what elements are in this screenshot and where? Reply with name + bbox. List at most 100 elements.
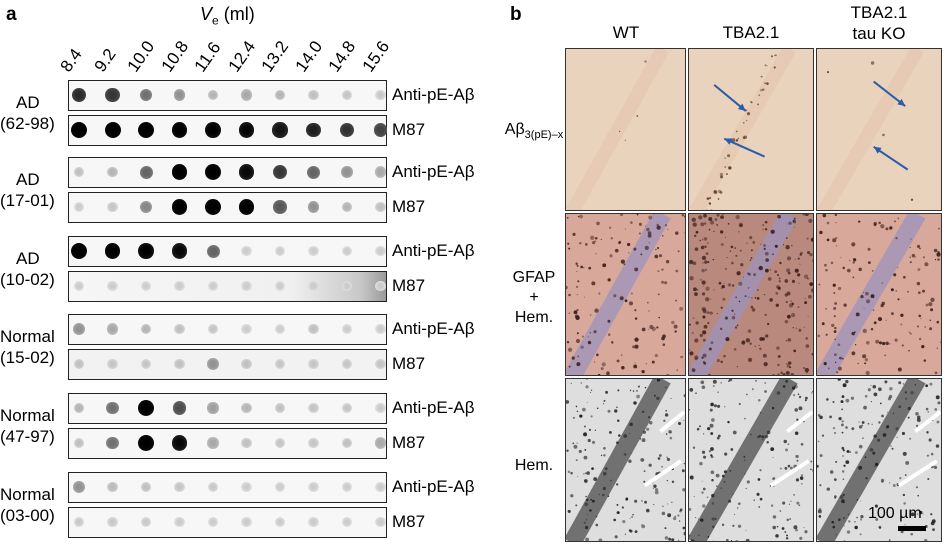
- anti-pe-abeta-strip: [68, 472, 387, 503]
- blot-dot: [171, 164, 188, 180]
- arrow-icon: [713, 84, 747, 112]
- blot-dot: [274, 245, 286, 257]
- fraction-tick-label: 10.8: [157, 37, 192, 76]
- micrograph-tile: [816, 378, 942, 542]
- blot-dot: [375, 402, 386, 414]
- row-label-subscript: 3(pE)–x: [524, 129, 564, 142]
- blot-dot: [241, 245, 252, 257]
- antibody-label-anti-pe-abeta: Anti-pE-Aβ: [392, 162, 475, 181]
- m87-strip: [68, 507, 387, 538]
- anti-pe-abeta-strip: [68, 236, 387, 267]
- m87-strip: [68, 192, 387, 223]
- blot-dot: [174, 280, 185, 292]
- column-header-wt: WT: [566, 22, 686, 43]
- blot-dot: [308, 245, 319, 257]
- antibody-label-m87: M87: [392, 433, 426, 452]
- blot-dot: [104, 243, 121, 259]
- blot-dot: [241, 481, 252, 493]
- micrograph-tile: [688, 213, 814, 376]
- blot-dot: [341, 166, 353, 178]
- blot-dot: [107, 280, 118, 292]
- sample-name: AD: [16, 170, 40, 189]
- fraction-tick-label: 8.4: [56, 45, 86, 76]
- blot-dot: [308, 323, 319, 335]
- blot-dot: [174, 481, 185, 493]
- fraction-tick-label: 12.4: [224, 37, 259, 76]
- blot-dot: [207, 516, 219, 528]
- column-header-line: TBA2.1: [722, 23, 780, 42]
- panel-b-letter: b: [510, 4, 522, 25]
- sample-label: AD (10-02): [0, 248, 55, 290]
- blot-dot: [341, 245, 353, 257]
- blot-dot: [73, 358, 85, 370]
- blot-dot: [73, 481, 85, 493]
- blot-dot: [306, 122, 321, 138]
- micrograph-tile: [816, 48, 942, 211]
- blot-dot: [205, 164, 221, 180]
- m87-strip: [68, 428, 387, 459]
- column-header-line: TBA2.1: [850, 3, 908, 22]
- blot-dot: [375, 280, 386, 292]
- blot-dot: [106, 436, 119, 450]
- blot-dot: [272, 164, 288, 180]
- blot-dot: [140, 481, 152, 493]
- blot-dot: [73, 166, 85, 178]
- blot-dot: [139, 88, 153, 102]
- sample-id: (62-98): [0, 114, 55, 133]
- blot-dot: [308, 89, 319, 101]
- blot-dot: [375, 516, 386, 528]
- anti-pe-abeta-strip: [68, 80, 387, 111]
- blot-dot: [138, 243, 154, 259]
- blot-dot: [107, 358, 118, 370]
- blot-dot: [375, 323, 386, 335]
- sample-name: Normal: [0, 327, 55, 346]
- sample-label: Normal (15-02): [0, 326, 55, 368]
- blot-dot: [238, 164, 255, 180]
- micrograph-tile: [565, 213, 686, 376]
- sample-name: AD: [16, 93, 40, 112]
- row-label-hem: Hem.: [503, 456, 565, 476]
- blot-dot: [308, 358, 319, 370]
- blot-dot: [138, 122, 154, 138]
- row-label-line: Hem.: [514, 309, 554, 326]
- antibody-label-anti-pe-abeta: Anti-pE-Aβ: [392, 85, 475, 104]
- blot-dot: [73, 516, 85, 528]
- sample-id: (17-01): [0, 191, 55, 210]
- blot-dot: [375, 481, 386, 493]
- cell-layer-band: [689, 49, 796, 210]
- blot-dot: [241, 358, 252, 370]
- blot-dot: [71, 87, 87, 103]
- blot-dot: [240, 89, 253, 101]
- blot-dot: [374, 166, 387, 178]
- blot-dot: [375, 201, 386, 213]
- m87-strip: [68, 349, 387, 380]
- blot-dot: [140, 516, 152, 528]
- blot-dot: [375, 358, 386, 370]
- blot-dot: [274, 516, 286, 528]
- row-label-line: +: [529, 289, 539, 306]
- column-header-tba21: TBA2.1: [688, 22, 814, 43]
- antibody-label-m87: M87: [392, 197, 426, 216]
- blot-dot: [341, 201, 353, 213]
- blot-dot: [274, 89, 286, 101]
- fraction-tick-label: 10.0: [123, 37, 159, 76]
- antibody-label-anti-pe-abeta: Anti-pE-Aβ: [392, 241, 475, 260]
- blot-dot: [105, 87, 120, 103]
- blot-dot: [241, 437, 252, 449]
- blot-dot: [308, 437, 319, 449]
- sample-label: Normal (03-00): [0, 484, 55, 526]
- micrograph-tile: [816, 213, 942, 376]
- row-label-line: Hem.: [514, 457, 554, 474]
- blot-dot: [106, 401, 119, 415]
- blot-dot: [207, 323, 219, 335]
- row-label-line: GFAP: [512, 269, 556, 286]
- antibody-label-m87: M87: [392, 512, 426, 531]
- blot-dot: [171, 122, 188, 138]
- micrograph-tile: [688, 48, 814, 211]
- blot-dot: [341, 402, 353, 414]
- blot-dot: [207, 402, 219, 414]
- anti-pe-abeta-strip: [68, 157, 387, 188]
- blot-dot: [171, 199, 188, 215]
- antibody-label-anti-pe-abeta: Anti-pE-Aβ: [392, 398, 475, 417]
- ve-variable: V: [200, 4, 213, 24]
